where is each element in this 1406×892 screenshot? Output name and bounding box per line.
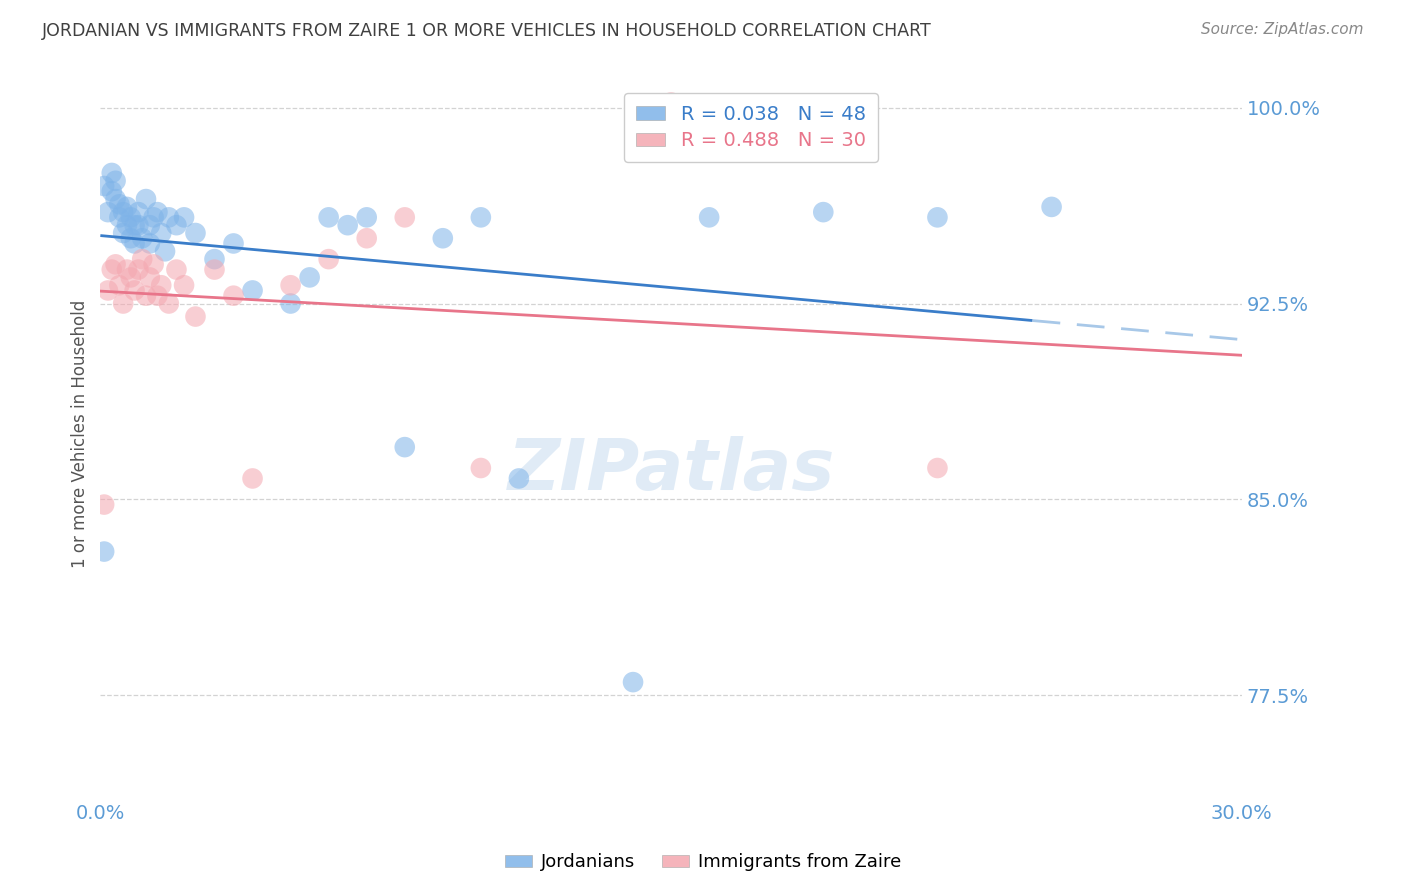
Point — [115, 200, 138, 214]
Point — [242, 284, 264, 298]
Point — [394, 211, 416, 225]
Point — [146, 288, 169, 302]
Point — [139, 236, 162, 251]
Point — [93, 179, 115, 194]
Point — [93, 544, 115, 558]
Point — [120, 270, 142, 285]
Point — [124, 284, 146, 298]
Point — [142, 257, 165, 271]
Point — [112, 205, 135, 219]
Point — [508, 471, 530, 485]
Point — [127, 218, 149, 232]
Point — [242, 471, 264, 485]
Point — [127, 205, 149, 219]
Y-axis label: 1 or more Vehicles in Household: 1 or more Vehicles in Household — [72, 300, 89, 568]
Point — [150, 278, 173, 293]
Point — [470, 211, 492, 225]
Point — [280, 278, 302, 293]
Point — [97, 284, 120, 298]
Text: Source: ZipAtlas.com: Source: ZipAtlas.com — [1201, 22, 1364, 37]
Point — [135, 192, 157, 206]
Point — [222, 236, 245, 251]
Point — [135, 288, 157, 302]
Point — [104, 192, 127, 206]
Point — [146, 205, 169, 219]
Point — [153, 244, 176, 259]
Point — [100, 166, 122, 180]
Point — [112, 296, 135, 310]
Point — [1040, 200, 1063, 214]
Point — [165, 262, 187, 277]
Point — [318, 252, 340, 267]
Point — [173, 211, 195, 225]
Point — [157, 211, 180, 225]
Point — [108, 197, 131, 211]
Point — [124, 236, 146, 251]
Point — [108, 211, 131, 225]
Point — [100, 184, 122, 198]
Point — [120, 231, 142, 245]
Point — [470, 461, 492, 475]
Text: JORDANIAN VS IMMIGRANTS FROM ZAIRE 1 OR MORE VEHICLES IN HOUSEHOLD CORRELATION C: JORDANIAN VS IMMIGRANTS FROM ZAIRE 1 OR … — [42, 22, 932, 40]
Point — [336, 218, 359, 232]
Point — [222, 288, 245, 302]
Point — [204, 252, 226, 267]
Point — [150, 226, 173, 240]
Point — [298, 270, 321, 285]
Point — [104, 174, 127, 188]
Point — [142, 211, 165, 225]
Point — [127, 262, 149, 277]
Point — [108, 278, 131, 293]
Point — [115, 262, 138, 277]
Point — [432, 231, 454, 245]
Point — [659, 95, 682, 110]
Point — [97, 205, 120, 219]
Point — [356, 231, 378, 245]
Point — [184, 310, 207, 324]
Point — [813, 205, 835, 219]
Legend: R = 0.038   N = 48, R = 0.488   N = 30: R = 0.038 N = 48, R = 0.488 N = 30 — [624, 93, 877, 162]
Point — [124, 218, 146, 232]
Point — [356, 211, 378, 225]
Point — [115, 218, 138, 232]
Point — [280, 296, 302, 310]
Legend: Jordanians, Immigrants from Zaire: Jordanians, Immigrants from Zaire — [498, 847, 908, 879]
Point — [927, 211, 949, 225]
Point — [204, 262, 226, 277]
Point — [104, 257, 127, 271]
Point — [621, 675, 644, 690]
Point — [131, 231, 153, 245]
Point — [173, 278, 195, 293]
Point — [165, 218, 187, 232]
Point — [184, 226, 207, 240]
Point — [120, 211, 142, 225]
Point — [157, 296, 180, 310]
Point — [100, 262, 122, 277]
Point — [318, 211, 340, 225]
Point — [697, 211, 720, 225]
Point — [139, 218, 162, 232]
Point — [93, 498, 115, 512]
Point — [927, 461, 949, 475]
Point — [394, 440, 416, 454]
Point — [139, 270, 162, 285]
Text: ZIPatlas: ZIPatlas — [508, 436, 835, 505]
Point — [131, 252, 153, 267]
Point — [112, 226, 135, 240]
